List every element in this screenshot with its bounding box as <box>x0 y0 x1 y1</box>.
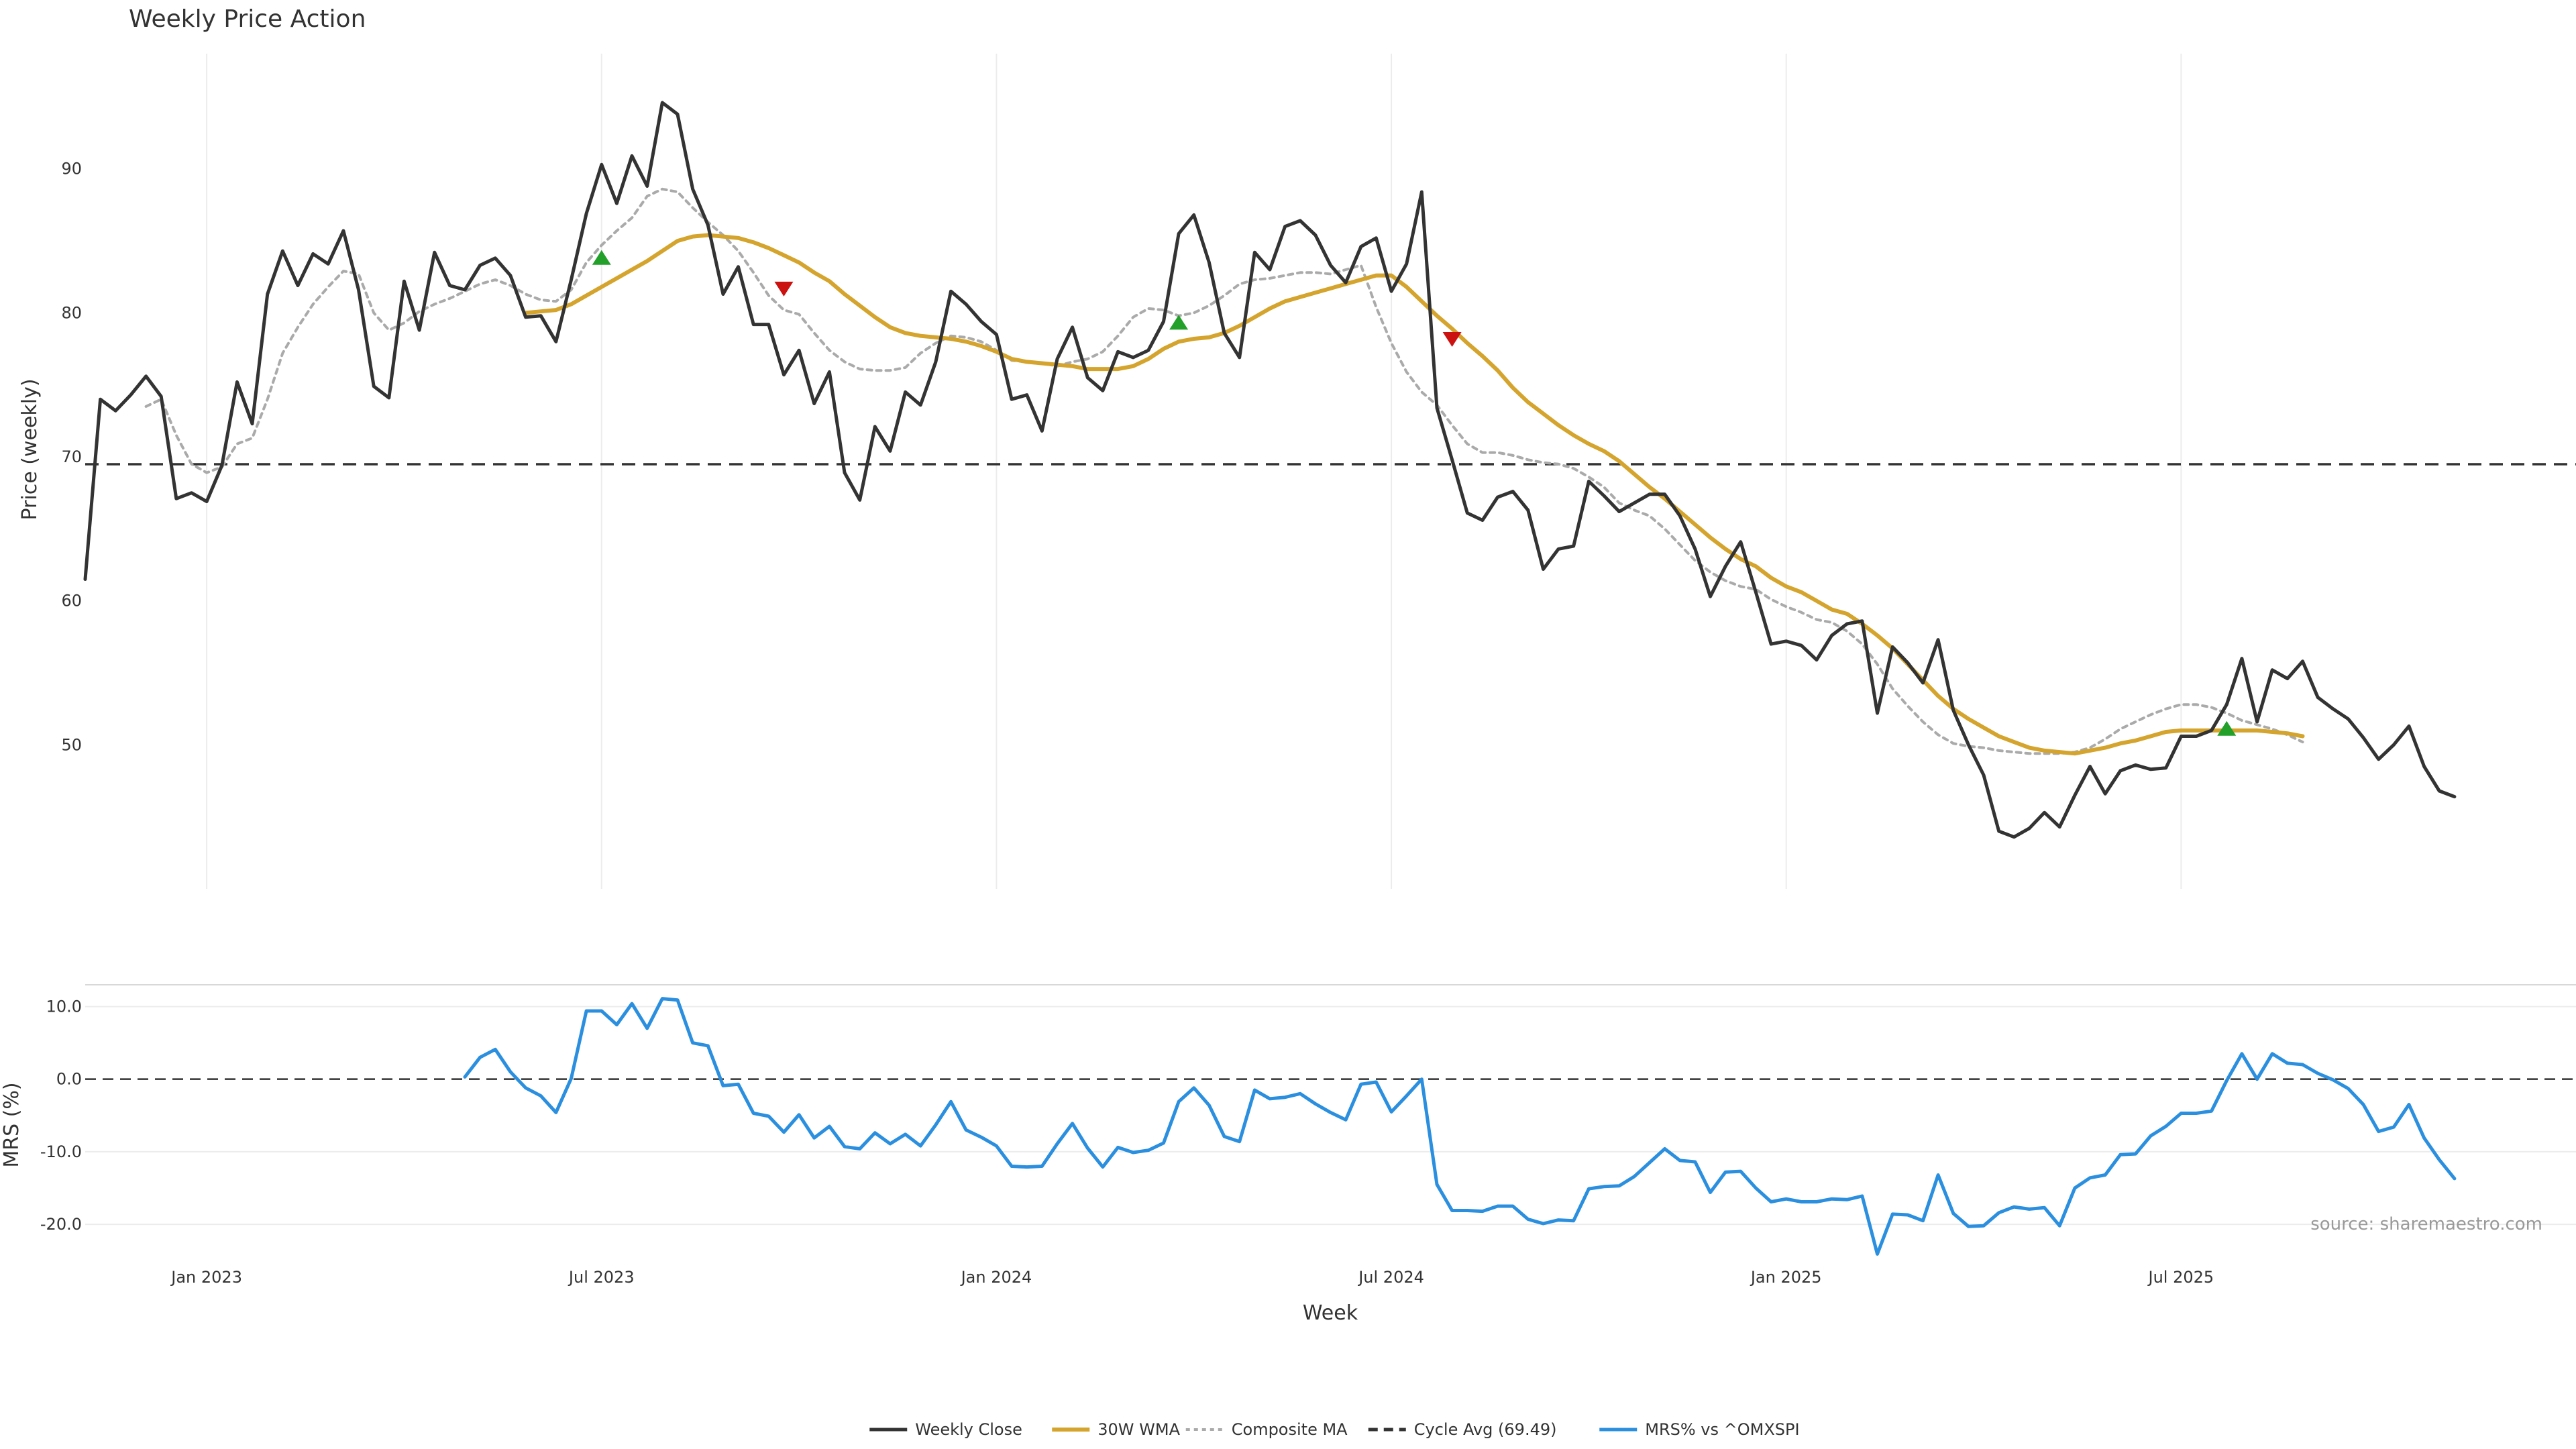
legend-item-30w-wma: 30W WMA <box>1052 1420 1181 1439</box>
price-y-tick-label: 60 <box>61 592 82 610</box>
legend-item-weekly-close: Weekly Close <box>869 1420 1022 1439</box>
buy-signal-marker <box>1169 315 1189 330</box>
x-tick-label: Jul 2023 <box>568 1268 635 1287</box>
mrs-series <box>85 997 2576 1256</box>
30w-wma-line <box>523 233 2305 756</box>
sell-signal-marker <box>1442 332 1462 347</box>
legend: Weekly Close 30W WMA Composite MA Cycle Avg… <box>869 1420 1800 1439</box>
sell-signal-marker <box>774 281 794 297</box>
weekly-close-line <box>83 101 2457 839</box>
price-y-axis-title: Price (weekly) <box>18 378 42 520</box>
mrs-y-tick-label: 10.0 <box>46 997 82 1016</box>
price-series <box>83 101 2576 839</box>
x-tick-label: Jan 2024 <box>960 1268 1032 1287</box>
mrs-gridlines <box>85 984 2576 1226</box>
x-ticks: Jan 2023 Jul 2023 Jan 2024 Jul 2024 Jan 2025… <box>170 1268 2214 1287</box>
buy-signal-marker <box>2217 720 2237 736</box>
legend-label: Weekly Close <box>915 1420 1022 1439</box>
price-gridlines <box>206 54 2182 889</box>
mrs-y-tick-label: -10.0 <box>40 1142 82 1161</box>
legend-label: MRS% vs ^OMXSPI <box>1645 1420 1799 1439</box>
mrs-y-axis-title: MRS (%) <box>0 1082 23 1167</box>
x-tick-label: Jul 2024 <box>1357 1268 1424 1287</box>
price-y-tick-label: 70 <box>61 447 82 466</box>
price-y-tick-label: 80 <box>61 303 82 322</box>
price-y-ticks: 50 60 70 80 90 <box>61 160 82 755</box>
legend-label: Composite MA <box>1232 1420 1348 1439</box>
legend-label: 30W WMA <box>1097 1420 1180 1439</box>
legend-item-composite-ma: Composite MA <box>1185 1420 1348 1439</box>
legend-label: Cycle Avg (69.49) <box>1414 1420 1557 1439</box>
price-y-tick-label: 50 <box>61 735 82 754</box>
chart-title: Weekly Price Action <box>129 5 366 33</box>
mrs-y-tick-label: -20.0 <box>40 1215 82 1234</box>
mrs-y-ticks: 10.0 0.0 -10.0 -20.0 <box>40 997 82 1234</box>
mrs-line <box>463 997 2457 1256</box>
signal-markers <box>592 250 2237 736</box>
mrs-y-tick-label: 0.0 <box>56 1070 82 1089</box>
price-y-tick-label: 90 <box>61 160 82 178</box>
buy-signal-marker <box>592 250 611 265</box>
legend-item-mrs-vs-omxspi: MRS% vs ^OMXSPI <box>1599 1420 1800 1439</box>
x-axis-title: Week <box>1303 1301 1358 1325</box>
x-tick-label: Jan 2023 <box>170 1268 242 1287</box>
composite-ma-line <box>144 187 2304 755</box>
source-credit: source: sharemaestro.com <box>2310 1214 2542 1234</box>
legend-item-cycle-avg-69-49: Cycle Avg (69.49) <box>1368 1420 1557 1439</box>
x-tick-label: Jul 2025 <box>2147 1268 2214 1287</box>
x-tick-label: Jan 2025 <box>1750 1268 1822 1287</box>
